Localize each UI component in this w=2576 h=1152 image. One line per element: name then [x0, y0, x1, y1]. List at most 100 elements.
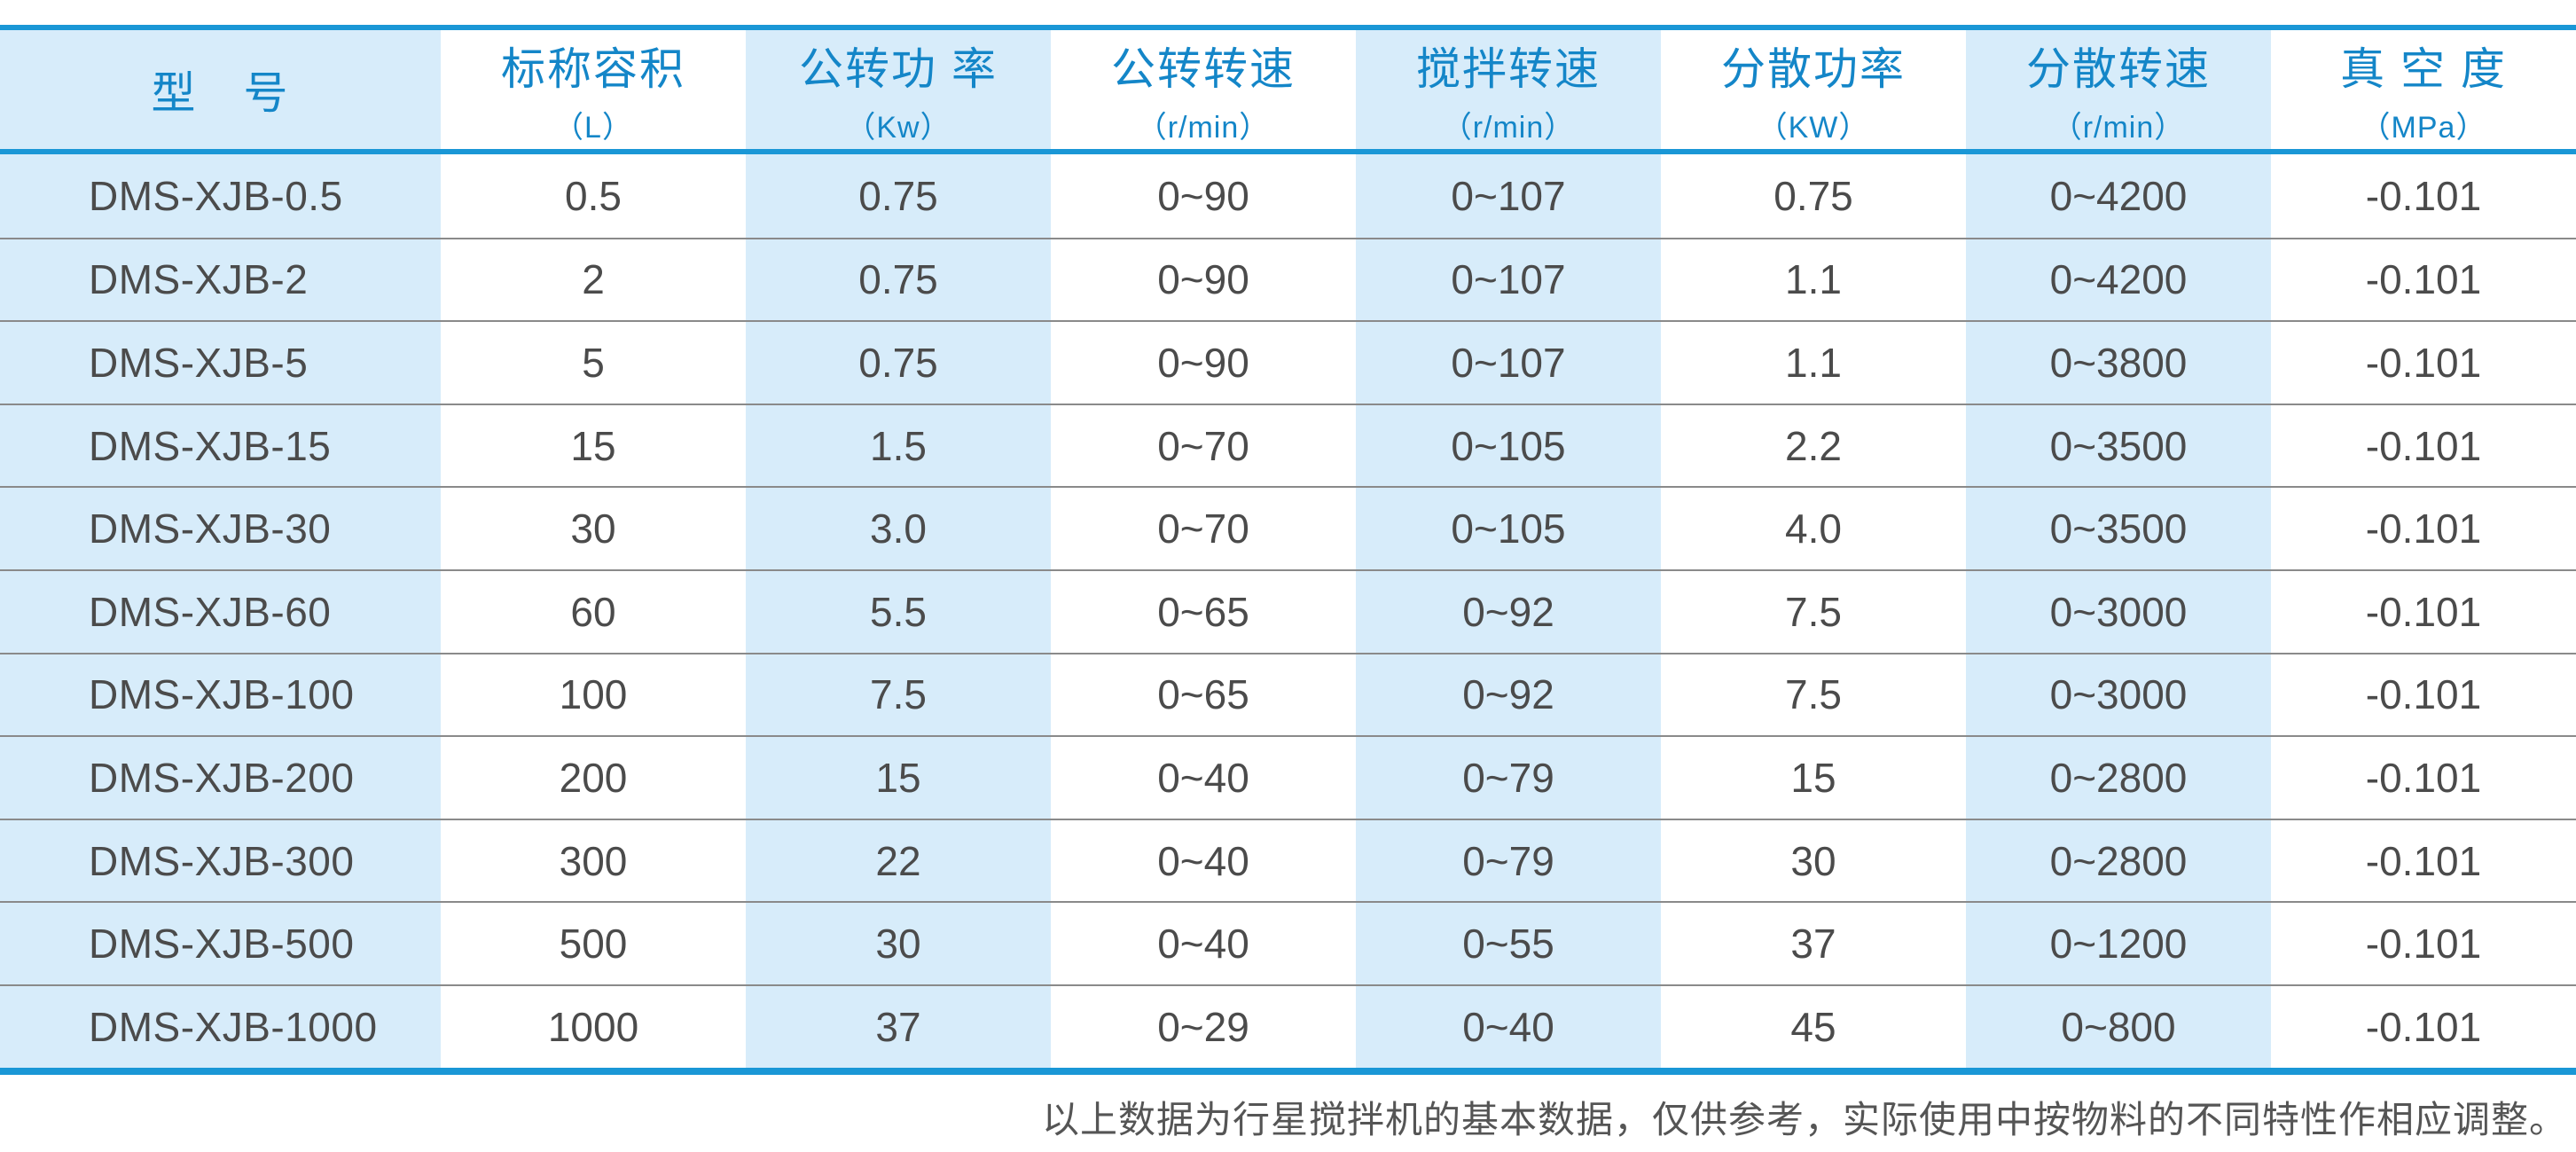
- value-cell-stir_speed: 0~92: [1356, 654, 1661, 736]
- value-cell-capacity: 5: [441, 322, 746, 404]
- value-cell-revolution_speed: 0~65: [1051, 654, 1356, 736]
- value-cell-revolution_speed: 0~70: [1051, 488, 1356, 569]
- value-cell-vacuum: -0.101: [2271, 154, 2576, 238]
- model-cell: DMS-XJB-200: [0, 737, 441, 819]
- value-cell-revolution_speed: 0~29: [1051, 985, 1356, 1068]
- value-cell-vacuum: -0.101: [2271, 737, 2576, 819]
- value-cell-dispersion_power: 0.75: [1661, 154, 1966, 238]
- value-cell-revolution_power: 3.0: [746, 488, 1051, 569]
- header-title: 分散转速: [2026, 43, 2211, 94]
- value-cell-dispersion_power: 30: [1661, 819, 1966, 902]
- value-cell-dispersion_speed: 0~800: [1966, 985, 2271, 1068]
- value-cell-vacuum: -0.101: [2271, 488, 2576, 569]
- header-title: 搅拌转速: [1416, 43, 1601, 94]
- value-cell-capacity: 300: [441, 819, 746, 902]
- model-cell: DMS-XJB-1000: [0, 985, 441, 1068]
- model-cell: DMS-XJB-500: [0, 903, 441, 984]
- model-cell: DMS-XJB-60: [0, 570, 441, 653]
- value-cell-stir_speed: 0~79: [1356, 819, 1661, 902]
- value-cell-revolution_speed: 0~90: [1051, 322, 1356, 404]
- value-cell-capacity: 30: [441, 488, 746, 569]
- value-cell-revolution_speed: 0~90: [1051, 154, 1356, 238]
- value-cell-dispersion_power: 15: [1661, 737, 1966, 819]
- table-row: DMS-XJB-100 100 7.5 0~65 0~92 7.5 0~3000 -0.101: [0, 652, 2576, 736]
- header-cell-dispersion_power: 分散功率 （KW）: [1661, 30, 1966, 149]
- value-cell-dispersion_power: 1.1: [1661, 239, 1966, 321]
- table-row: DMS-XJB-500 500 30 0~40 0~55 37 0~1200 -0.101: [0, 901, 2576, 984]
- value-cell-capacity: 15: [441, 404, 746, 487]
- value-cell-vacuum: -0.101: [2271, 239, 2576, 321]
- table-row: DMS-XJB-2 2 0.75 0~90 0~107 1.1 0~4200 -0.101: [0, 237, 2576, 321]
- table-row: DMS-XJB-5 5 0.75 0~90 0~107 1.1 0~3800 -0.101: [0, 320, 2576, 404]
- header-cell-stir_speed: 搅拌转速 （r/min）: [1356, 30, 1661, 149]
- value-cell-dispersion_speed: 0~4200: [1966, 154, 2271, 238]
- table-row: DMS-XJB-1000 1000 37 0~29 0~40 45 0~800 -0.101: [0, 984, 2576, 1068]
- value-cell-dispersion_speed: 0~3000: [1966, 654, 2271, 736]
- header-unit: （L）: [553, 110, 633, 145]
- model-cell: DMS-XJB-2: [0, 239, 441, 321]
- header-cell-vacuum: 真 空 度 （MPa）: [2271, 30, 2576, 149]
- model-cell: DMS-XJB-0.5: [0, 154, 441, 238]
- value-cell-stir_speed: 0~107: [1356, 154, 1661, 238]
- value-cell-stir_speed: 0~55: [1356, 903, 1661, 984]
- value-cell-revolution_power: 7.5: [746, 654, 1051, 736]
- header-cell-dispersion_speed: 分散转速 （r/min）: [1966, 30, 2271, 149]
- value-cell-revolution_power: 37: [746, 985, 1051, 1068]
- value-cell-revolution_power: 1.5: [746, 404, 1051, 487]
- value-cell-dispersion_speed: 0~3500: [1966, 488, 2271, 569]
- value-cell-stir_speed: 0~107: [1356, 322, 1661, 404]
- value-cell-revolution_speed: 0~70: [1051, 404, 1356, 487]
- value-cell-dispersion_power: 4.0: [1661, 488, 1966, 569]
- header-unit: （r/min）: [2051, 110, 2186, 145]
- table-bottom-border: [0, 1067, 2576, 1075]
- value-cell-vacuum: -0.101: [2271, 654, 2576, 736]
- header-unit: （Kw）: [845, 110, 951, 145]
- table-body: DMS-XJB-0.5 0.5 0.75 0~90 0~107 0.75 0~4200 -0.…: [0, 154, 2576, 1068]
- value-cell-capacity: 60: [441, 570, 746, 653]
- value-cell-revolution_power: 0.75: [746, 322, 1051, 404]
- value-cell-dispersion_speed: 0~1200: [1966, 903, 2271, 984]
- value-cell-capacity: 200: [441, 737, 746, 819]
- value-cell-stir_speed: 0~40: [1356, 985, 1661, 1068]
- value-cell-dispersion_power: 37: [1661, 903, 1966, 984]
- model-cell: DMS-XJB-30: [0, 488, 441, 569]
- header-title: 真 空 度: [2340, 43, 2507, 94]
- value-cell-vacuum: -0.101: [2271, 985, 2576, 1068]
- header-title: 公转转速: [1111, 43, 1296, 94]
- header-title: 分散功率: [1721, 43, 1906, 94]
- value-cell-dispersion_power: 2.2: [1661, 404, 1966, 487]
- value-cell-revolution_power: 30: [746, 903, 1051, 984]
- value-cell-revolution_speed: 0~90: [1051, 239, 1356, 321]
- value-cell-dispersion_speed: 0~2800: [1966, 737, 2271, 819]
- value-cell-dispersion_speed: 0~3000: [1966, 570, 2271, 653]
- value-cell-vacuum: -0.101: [2271, 404, 2576, 487]
- value-cell-stir_speed: 0~79: [1356, 737, 1661, 819]
- value-cell-vacuum: -0.101: [2271, 819, 2576, 902]
- header-title: 公转功 率: [799, 43, 998, 94]
- value-cell-dispersion_power: 45: [1661, 985, 1966, 1068]
- value-cell-stir_speed: 0~92: [1356, 570, 1661, 653]
- spec-table: 型 号 标称容积 （L） 公转功 率 （Kw） 公转转速 （r/min） 搅拌转速 （r/min…: [0, 25, 2576, 1075]
- value-cell-dispersion_speed: 0~3800: [1966, 322, 2271, 404]
- value-cell-dispersion_power: 1.1: [1661, 322, 1966, 404]
- table-row: DMS-XJB-200 200 15 0~40 0~79 15 0~2800 -0.101: [0, 735, 2576, 819]
- table-row: DMS-XJB-30 30 3.0 0~70 0~105 4.0 0~3500 -0.101: [0, 486, 2576, 569]
- value-cell-revolution_speed: 0~40: [1051, 737, 1356, 819]
- header-title: 标称容积: [501, 43, 685, 94]
- value-cell-revolution_power: 0.75: [746, 239, 1051, 321]
- header-cell-model: 型 号: [0, 30, 441, 149]
- table-row: DMS-XJB-0.5 0.5 0.75 0~90 0~107 0.75 0~4200 -0.…: [0, 154, 2576, 238]
- value-cell-vacuum: -0.101: [2271, 322, 2576, 404]
- header-title: 型 号: [151, 68, 290, 118]
- table-top-border: [0, 25, 2576, 30]
- value-cell-revolution_speed: 0~65: [1051, 570, 1356, 653]
- header-unit: （r/min）: [1136, 110, 1271, 145]
- header-unit: （r/min）: [1441, 110, 1576, 145]
- value-cell-revolution_power: 0.75: [746, 154, 1051, 238]
- value-cell-revolution_speed: 0~40: [1051, 903, 1356, 984]
- value-cell-revolution_power: 5.5: [746, 570, 1051, 653]
- value-cell-dispersion_power: 7.5: [1661, 570, 1966, 653]
- value-cell-capacity: 100: [441, 654, 746, 736]
- value-cell-stir_speed: 0~105: [1356, 488, 1661, 569]
